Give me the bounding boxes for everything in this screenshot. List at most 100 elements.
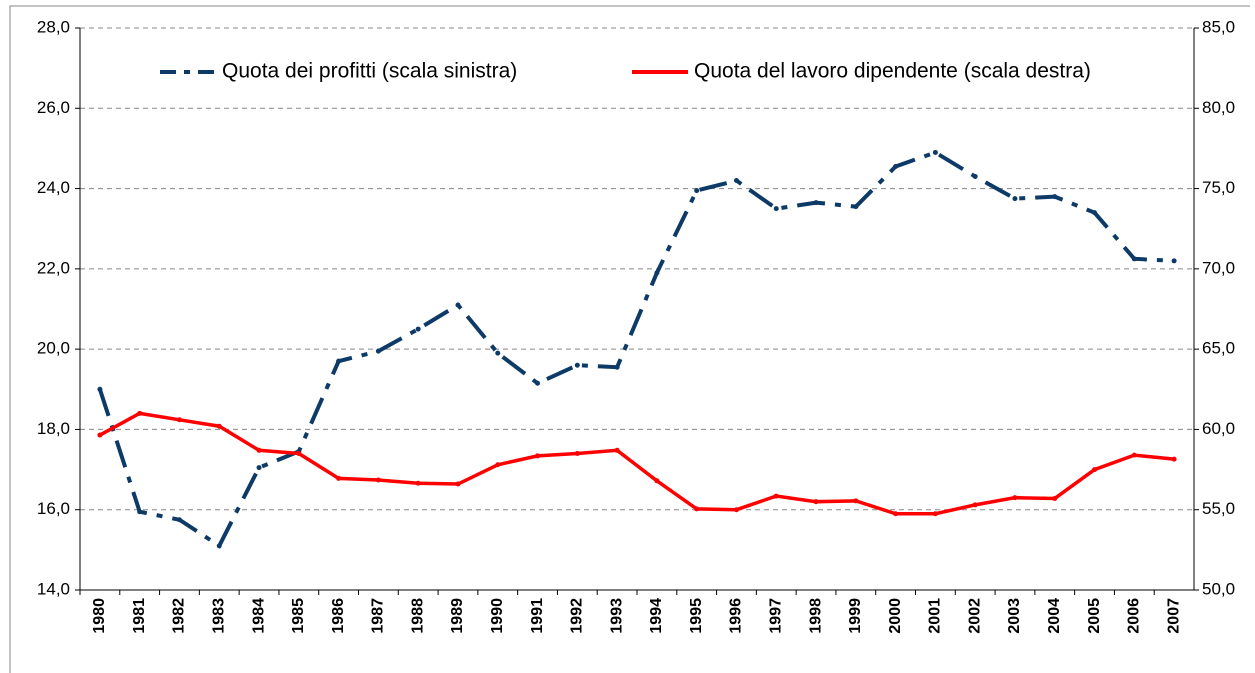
point [893, 511, 899, 517]
y2-tick-label: 65,0 [1202, 339, 1235, 358]
point [1131, 256, 1137, 262]
y-tick-label: 26,0 [37, 98, 70, 117]
point [853, 204, 859, 210]
point [455, 302, 461, 308]
x-tick-label: 1988 [409, 598, 426, 634]
y2-tick-label: 55,0 [1202, 499, 1235, 518]
x-tick-label: 1999 [847, 598, 864, 634]
legend-label: Quota dei profitti (scala sinistra) [222, 60, 517, 83]
point [1052, 495, 1058, 501]
point [1171, 258, 1177, 264]
point [375, 477, 381, 483]
point [1012, 495, 1018, 501]
point [336, 358, 342, 364]
x-tick-label: 2001 [927, 598, 944, 634]
y-tick-label: 14,0 [37, 579, 70, 598]
legend-label: Quota del lavoro dipendente (scala destr… [694, 60, 1091, 83]
point [97, 386, 103, 392]
point [97, 432, 103, 438]
point [654, 478, 660, 484]
point [1131, 452, 1137, 458]
y2-tick-label: 80,0 [1202, 98, 1235, 117]
point [256, 465, 262, 471]
x-tick-label: 1995 [688, 598, 705, 634]
x-tick-label: 2007 [1165, 598, 1182, 634]
y2-tick-label: 60,0 [1202, 419, 1235, 438]
y2-tick-label: 70,0 [1202, 258, 1235, 277]
x-tick-label: 2006 [1126, 598, 1143, 634]
point [773, 493, 779, 499]
x-tick-label: 1991 [529, 598, 546, 634]
x-tick-label: 1993 [608, 598, 625, 634]
point [535, 453, 541, 459]
x-tick-label: 1983 [210, 598, 227, 634]
point [893, 163, 899, 169]
x-tick-label: 1981 [131, 598, 148, 634]
point [813, 499, 819, 505]
point [972, 502, 978, 508]
x-tick-label: 2005 [1086, 598, 1103, 634]
point [1092, 210, 1098, 216]
point [415, 326, 421, 332]
point [495, 350, 501, 356]
point [375, 348, 381, 354]
point [336, 475, 342, 481]
point [932, 511, 938, 517]
x-tick-label: 1985 [290, 598, 307, 634]
point [216, 423, 222, 429]
point [296, 451, 302, 457]
series-line [97, 150, 1175, 549]
point [574, 362, 580, 368]
y-tick-label: 28,0 [37, 17, 70, 36]
point [1012, 196, 1018, 202]
x-tick-label: 2003 [1006, 598, 1023, 634]
x-tick-label: 2004 [1046, 598, 1063, 634]
point [733, 178, 739, 184]
point [415, 480, 421, 486]
point [495, 462, 501, 468]
point [853, 498, 859, 504]
point [972, 174, 978, 180]
y-tick-label: 18,0 [37, 419, 70, 438]
y-tick-label: 24,0 [37, 178, 70, 197]
point [932, 149, 938, 155]
x-tick-label: 1997 [767, 598, 784, 634]
point [256, 447, 262, 453]
y-tick-label: 16,0 [37, 499, 70, 518]
x-tick-label: 1984 [250, 598, 267, 634]
y2-tick-label: 75,0 [1202, 178, 1235, 197]
point [216, 543, 222, 549]
y-tick-label: 20,0 [37, 339, 70, 358]
point [813, 200, 819, 206]
point [1171, 456, 1177, 462]
point [614, 364, 620, 370]
x-tick-label: 1982 [171, 598, 188, 634]
point [654, 270, 660, 276]
x-tick-label: 1989 [449, 598, 466, 634]
point [176, 417, 182, 423]
point [535, 380, 541, 386]
point [1052, 194, 1058, 200]
point [455, 481, 461, 487]
point [137, 509, 143, 515]
y2-tick-label: 85,0 [1202, 17, 1235, 36]
point [574, 451, 580, 457]
x-tick-label: 2000 [887, 598, 904, 634]
x-tick-label: 1994 [648, 598, 665, 634]
x-tick-label: 1996 [728, 598, 745, 634]
point [176, 517, 182, 523]
frame [9, 5, 1250, 673]
y2-tick-label: 50,0 [1202, 579, 1235, 598]
point [694, 506, 700, 512]
x-tick-label: 1998 [807, 598, 824, 634]
x-tick-label: 1992 [569, 598, 586, 634]
series-line [99, 411, 1175, 516]
point [773, 206, 779, 212]
x-tick-label: 1990 [489, 598, 506, 634]
point [733, 507, 739, 513]
point [614, 447, 620, 453]
y-tick-label: 22,0 [37, 258, 70, 277]
point [1092, 467, 1098, 473]
